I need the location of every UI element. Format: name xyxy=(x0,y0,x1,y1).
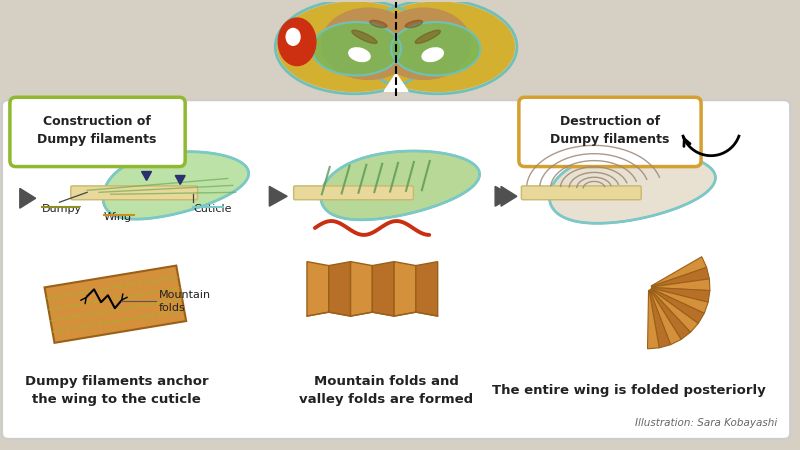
Ellipse shape xyxy=(349,48,370,62)
Polygon shape xyxy=(651,288,710,302)
Polygon shape xyxy=(321,151,479,220)
Polygon shape xyxy=(651,288,708,313)
Text: Dumpy filaments anchor
the wing to the cuticle: Dumpy filaments anchor the wing to the c… xyxy=(25,375,209,406)
Polygon shape xyxy=(550,152,715,223)
Ellipse shape xyxy=(322,8,415,80)
Text: Illustration: Sara Kobayashi: Illustration: Sara Kobayashi xyxy=(635,418,778,428)
Polygon shape xyxy=(651,267,710,287)
Polygon shape xyxy=(175,176,185,184)
Text: Dumpy: Dumpy xyxy=(42,204,82,214)
Ellipse shape xyxy=(377,8,471,80)
Ellipse shape xyxy=(406,20,422,27)
Polygon shape xyxy=(649,290,670,348)
Polygon shape xyxy=(647,290,659,349)
Text: Destruction of
Dumpy filaments: Destruction of Dumpy filaments xyxy=(550,116,670,146)
Polygon shape xyxy=(142,171,151,180)
Polygon shape xyxy=(416,261,438,316)
Polygon shape xyxy=(103,152,249,219)
Polygon shape xyxy=(329,261,350,316)
FancyBboxPatch shape xyxy=(519,97,701,166)
Polygon shape xyxy=(307,261,329,316)
Polygon shape xyxy=(501,186,517,206)
Polygon shape xyxy=(650,289,690,339)
Polygon shape xyxy=(651,256,706,286)
Polygon shape xyxy=(20,189,36,208)
Text: The entire wing is folded posteriorly: The entire wing is folded posteriorly xyxy=(492,384,766,397)
Polygon shape xyxy=(384,73,408,91)
Text: Mountain
folds: Mountain folds xyxy=(158,290,210,313)
Ellipse shape xyxy=(352,30,377,44)
Ellipse shape xyxy=(278,2,431,91)
Polygon shape xyxy=(394,261,416,316)
Polygon shape xyxy=(350,261,372,316)
FancyBboxPatch shape xyxy=(294,186,414,200)
Ellipse shape xyxy=(313,23,400,75)
Polygon shape xyxy=(270,186,287,206)
Ellipse shape xyxy=(415,30,441,44)
Ellipse shape xyxy=(370,20,387,27)
Polygon shape xyxy=(651,279,710,291)
Ellipse shape xyxy=(361,2,514,91)
Polygon shape xyxy=(45,266,186,343)
Text: Construction of
Dumpy filaments: Construction of Dumpy filaments xyxy=(38,116,157,146)
Text: Cuticle: Cuticle xyxy=(193,204,231,214)
Ellipse shape xyxy=(392,23,479,75)
Polygon shape xyxy=(372,261,394,316)
Ellipse shape xyxy=(422,48,443,62)
FancyBboxPatch shape xyxy=(2,100,790,439)
FancyBboxPatch shape xyxy=(10,97,185,166)
Text: Mountain folds and
valley folds are formed: Mountain folds and valley folds are form… xyxy=(299,375,474,406)
Polygon shape xyxy=(651,288,704,324)
Text: Wing: Wing xyxy=(104,212,132,222)
Polygon shape xyxy=(650,289,698,332)
FancyBboxPatch shape xyxy=(522,186,641,200)
FancyBboxPatch shape xyxy=(71,186,198,200)
Ellipse shape xyxy=(286,28,300,45)
Ellipse shape xyxy=(278,18,316,66)
Polygon shape xyxy=(650,290,681,345)
Polygon shape xyxy=(495,186,513,206)
